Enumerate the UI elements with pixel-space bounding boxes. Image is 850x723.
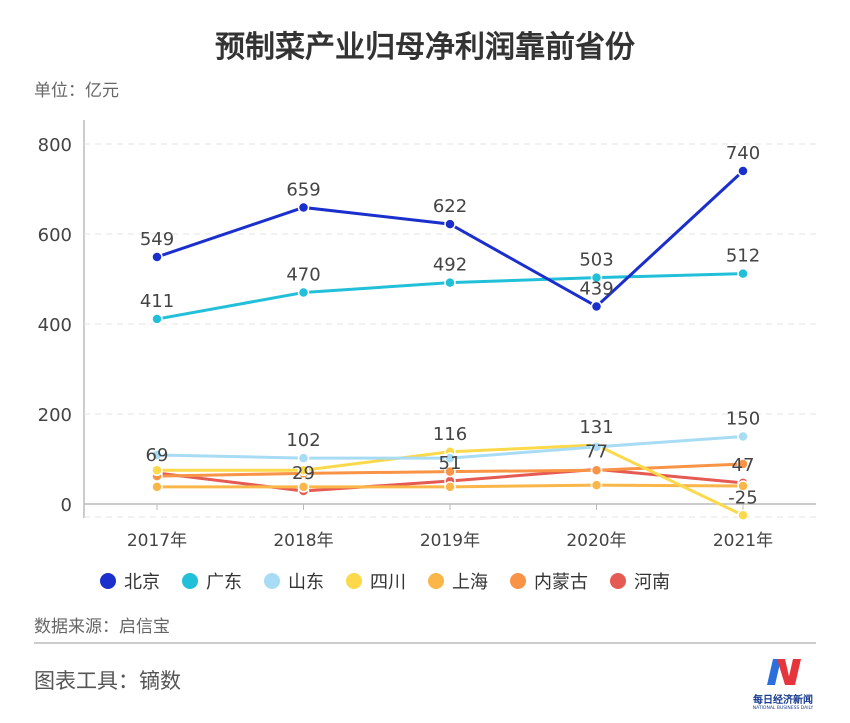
- legend-marker-icon: [264, 573, 280, 589]
- legend-marker-icon: [428, 573, 444, 589]
- data-point: [444, 452, 456, 464]
- data-point: [297, 464, 310, 476]
- data-point: [737, 430, 749, 443]
- data-point: [590, 464, 603, 476]
- data-point: [444, 276, 456, 289]
- data-point: [444, 465, 456, 478]
- data-label: -25: [728, 487, 757, 508]
- legend-label: 四川: [370, 572, 406, 593]
- legend-label: 河南: [634, 572, 670, 593]
- data-label: 69: [146, 445, 169, 466]
- legend-item[interactable]: 上海: [428, 568, 488, 594]
- legend-label: 山东: [288, 572, 324, 593]
- unit-label: 单位：亿元: [34, 81, 119, 101]
- data-point: [297, 481, 310, 493]
- data-point: [297, 201, 310, 214]
- x-tick-label: 2018年: [273, 531, 333, 551]
- logo-mark-icon: [767, 659, 801, 685]
- data-label: 659: [286, 179, 320, 200]
- legend-item[interactable]: 北京: [100, 568, 160, 594]
- data-point: [590, 271, 603, 284]
- legend: 北京 广东 山东 四川 上海 内蒙古 河南: [100, 568, 670, 594]
- data-label: 77: [585, 441, 608, 462]
- data-label: 512: [726, 246, 760, 267]
- x-tick-label: 2020年: [566, 531, 626, 551]
- data-label: 116: [433, 424, 467, 445]
- legend-label: 内蒙古: [534, 572, 588, 593]
- legend-item[interactable]: 河南: [610, 568, 670, 594]
- data-point: [737, 458, 749, 470]
- data-label: 150: [726, 409, 760, 430]
- legend-label: 广东: [206, 572, 242, 593]
- legend-item[interactable]: 四川: [346, 568, 406, 594]
- legend-item[interactable]: 内蒙古: [510, 568, 588, 594]
- data-point: [151, 464, 163, 476]
- line-chart: 0 200 400 600 800 2017年 2018年 2019年 2020年 2021年 54…: [38, 120, 816, 551]
- data-point: [737, 267, 749, 280]
- data-label: 102: [286, 430, 320, 451]
- x-tick-label: 2019年: [420, 531, 480, 551]
- data-label: 411: [140, 291, 174, 312]
- chart-tool: 图表工具：镝数: [34, 669, 181, 693]
- legend-marker-icon: [182, 573, 198, 589]
- x-tick-label: 2017年: [127, 531, 187, 551]
- data-point: [590, 300, 603, 313]
- legend-label: 北京: [124, 572, 160, 593]
- y-tick-label: 0: [61, 495, 72, 516]
- legend-label: 上海: [452, 572, 488, 593]
- data-label: 492: [433, 255, 467, 276]
- logo-subtext: NATIONAL BUSINESS DAILY: [752, 706, 814, 711]
- logo-text: 每日经济新闻: [753, 695, 813, 706]
- y-tick-label: 800: [38, 135, 72, 156]
- legend-marker-icon: [346, 573, 362, 589]
- divider: [34, 642, 816, 644]
- data-point: [297, 286, 310, 299]
- chart-title: 预制菜产业归母净利润靠前省份: [215, 30, 635, 65]
- data-label: 622: [433, 196, 467, 217]
- data-point: [737, 480, 749, 492]
- data-label: 131: [579, 417, 613, 438]
- data-label: 470: [286, 265, 320, 286]
- data-point: [151, 251, 163, 263]
- data-label: 503: [579, 250, 613, 271]
- data-point: [297, 452, 310, 464]
- data-label: 740: [726, 143, 760, 164]
- data-point: [737, 165, 749, 177]
- legend-marker-icon: [100, 573, 116, 589]
- data-label: 549: [140, 229, 174, 250]
- data-label: 47: [732, 455, 755, 476]
- legend-marker-icon: [610, 573, 626, 589]
- data-point: [737, 509, 749, 521]
- y-tick-label: 200: [38, 405, 72, 426]
- data-point: [151, 449, 163, 461]
- legend-marker-icon: [510, 573, 526, 589]
- legend-item[interactable]: 山东: [264, 568, 324, 594]
- y-tick-label: 400: [38, 315, 72, 336]
- data-source: 数据来源：启信宝: [34, 617, 170, 637]
- nbd-logo: 每日经济新闻 NATIONAL BUSINESS DAILY: [748, 657, 818, 711]
- legend-item[interactable]: 广东: [182, 568, 242, 594]
- data-label: 51: [439, 453, 462, 474]
- data-label: 29: [292, 463, 315, 484]
- data-point: [151, 481, 163, 493]
- x-tick-label: 2021年: [713, 531, 773, 551]
- y-tick-label: 600: [38, 225, 72, 246]
- data-point: [444, 218, 456, 230]
- data-point: [151, 313, 163, 325]
- data-point: [444, 481, 456, 493]
- data-point: [590, 479, 603, 491]
- data-point: [590, 441, 603, 453]
- data-label: 439: [579, 278, 613, 299]
